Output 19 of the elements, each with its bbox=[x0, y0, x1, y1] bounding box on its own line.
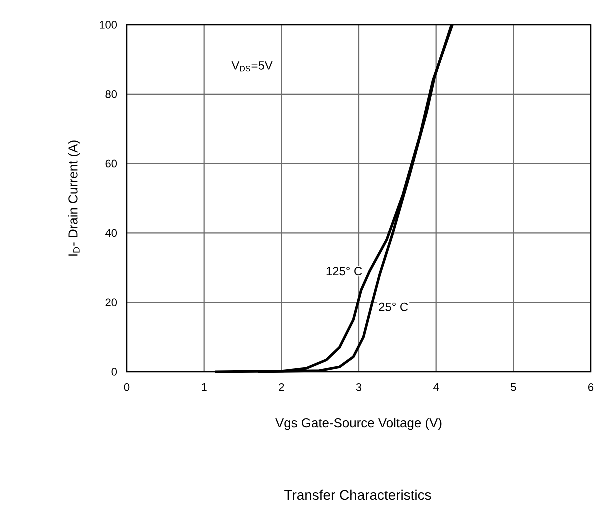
x-tick-label: 3 bbox=[356, 384, 362, 392]
y-tick-label: 40 bbox=[106, 229, 118, 238]
x-tick-label: 2 bbox=[279, 384, 284, 392]
y-tick-label: 100 bbox=[100, 21, 118, 29]
series-label: 125° C bbox=[326, 267, 362, 276]
x-tick-label: 5 bbox=[511, 384, 516, 392]
y-axis-title: I$_{D}$- Drain Current (A) bbox=[68, 140, 80, 256]
x-tick-label: 0 bbox=[124, 384, 130, 392]
series-label: 25° C bbox=[379, 302, 408, 312]
x-tick-label: 4 bbox=[434, 384, 440, 392]
y-tick-label: 80 bbox=[106, 90, 118, 98]
y-tick-label: 0 bbox=[112, 368, 118, 376]
x-tick-label: 6 bbox=[588, 384, 594, 392]
annotation: V$_{DS}$=5V bbox=[232, 62, 273, 72]
y-tick-label: 60 bbox=[106, 160, 118, 168]
text: Transfer Characteristics bbox=[284, 490, 432, 500]
x-tick-label: 1 bbox=[202, 384, 207, 392]
x-axis-title: Vgs Gate-Source Voltage (V) bbox=[276, 418, 442, 430]
y-tick-label: 20 bbox=[106, 298, 118, 306]
